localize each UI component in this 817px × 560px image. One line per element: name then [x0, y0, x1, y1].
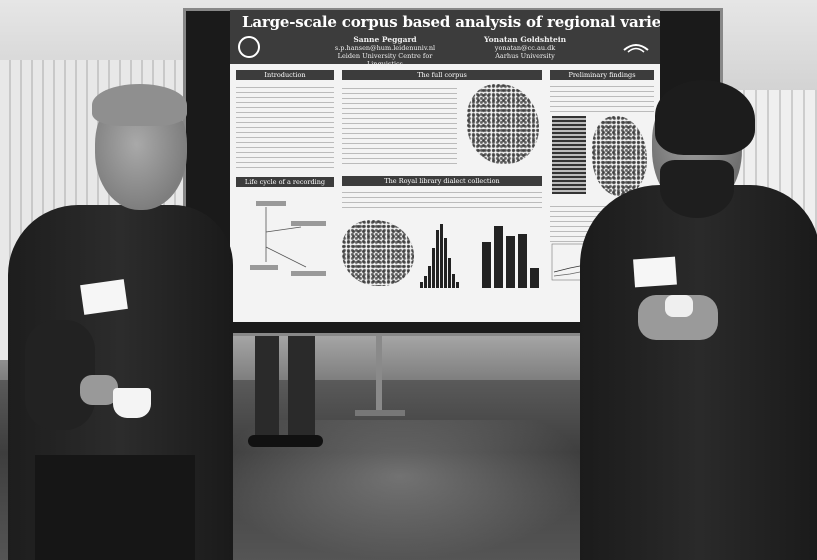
poster-stand-pole	[376, 335, 382, 415]
author-2-affiliation: Aarhus University	[495, 52, 555, 60]
spectrogram-figure	[552, 116, 586, 194]
right-person-hair	[655, 80, 755, 155]
right-person-name-badge	[633, 256, 677, 288]
poster-column-1: Introduction Life cycle of a recording	[236, 70, 334, 292]
year-bar-chart	[482, 218, 540, 288]
author-1-email: s.p.hansen@hum.leidenuniv.nl	[334, 44, 436, 52]
author-1-affiliation: Leiden University Centre for Linguistics	[337, 52, 433, 68]
left-person-hair	[92, 84, 187, 126]
left-person-hand	[80, 375, 118, 405]
section-heading-introduction: Introduction	[236, 70, 334, 80]
life-cycle-diagram	[250, 201, 326, 276]
poster-title: Large-scale corpus based analysis of reg…	[242, 13, 660, 31]
age-histogram	[420, 220, 478, 288]
section-heading-life-cycle: Life cycle of a recording	[236, 177, 334, 187]
university-logo-right	[623, 44, 649, 53]
poster: Large-scale corpus based analysis of reg…	[230, 10, 660, 322]
left-person-trousers	[35, 455, 195, 560]
author-2-name: Yonatan Goldshtein	[483, 35, 567, 44]
left-person-name-badge	[80, 279, 128, 315]
author-2-email: yonatan@cc.au.dk	[494, 44, 556, 52]
preliminary-text	[550, 82, 654, 112]
introduction-text	[236, 83, 334, 171]
left-person-arm	[25, 320, 95, 430]
full-corpus-text	[342, 84, 457, 168]
background-person-legs	[255, 335, 315, 445]
author-block-1: Sanne Peggard s.p.hansen@hum.leidenuniv.…	[320, 35, 450, 69]
coffee-cup-left	[113, 388, 151, 418]
author-block-2: Yonatan Goldshtein yonatan@cc.au.dk Aarh…	[470, 35, 580, 61]
section-heading-full-corpus: The full corpus	[342, 70, 542, 80]
background-person-shoes	[248, 435, 323, 447]
right-person-shirt	[580, 185, 817, 560]
poster-stand-base	[355, 410, 405, 416]
denmark-map-full-corpus	[467, 84, 539, 164]
university-logo-left	[238, 36, 260, 58]
royal-library-figures	[342, 212, 542, 292]
denmark-map-preliminary	[592, 116, 647, 196]
poster-header: Large-scale corpus based analysis of reg…	[230, 10, 660, 68]
full-corpus-content	[342, 80, 542, 172]
right-person-beard	[660, 160, 734, 218]
author-1-name: Sanne Peggard	[353, 35, 417, 44]
preliminary-figures	[550, 112, 654, 202]
royal-library-text	[342, 188, 542, 212]
section-heading-preliminary: Preliminary findings	[550, 70, 654, 80]
section-heading-royal-library: The Royal library dialect collection	[342, 176, 542, 186]
coffee-cup-right	[665, 295, 693, 317]
denmark-map-royal-library	[342, 220, 414, 286]
poster-column-2: The full corpus The Royal library dialec…	[342, 70, 542, 292]
